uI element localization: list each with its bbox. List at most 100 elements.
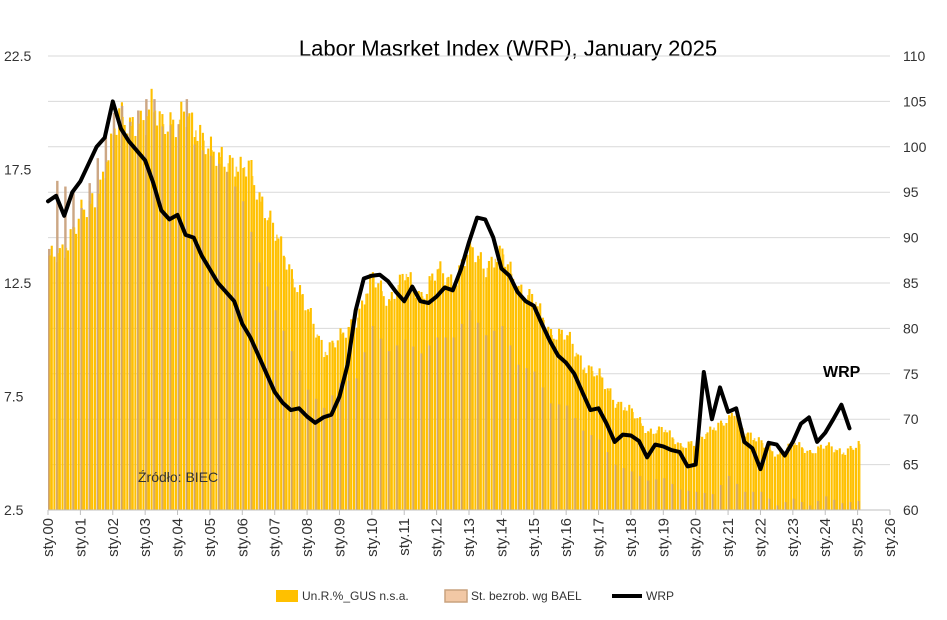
gus-bar [741, 428, 744, 510]
gus-bar [89, 203, 92, 510]
gus-bar [101, 171, 105, 511]
gus-bar [672, 438, 675, 510]
gus-bar [701, 436, 704, 510]
gus-bar [474, 262, 477, 510]
gus-bar [325, 355, 329, 510]
gus-bar [409, 272, 412, 510]
bael-bar [606, 452, 610, 510]
bael-bar [218, 163, 221, 510]
bael-bar [558, 404, 561, 510]
gus-bar [191, 112, 194, 510]
gus-bar [178, 119, 181, 511]
gus-bar [57, 253, 60, 510]
bael-bar [728, 475, 731, 510]
gus-bar [182, 111, 186, 510]
gus-bar [486, 267, 489, 510]
bael-bar [428, 345, 431, 510]
gus-bar [439, 261, 442, 510]
bael-bar [436, 337, 440, 510]
bael-bar [517, 364, 521, 510]
gus-bar [849, 445, 852, 510]
gus-bar [389, 300, 392, 510]
gus-bar [405, 273, 408, 510]
gus-bar [450, 274, 453, 510]
bael-bar [841, 503, 844, 510]
wrp-series-label: WRP [823, 364, 861, 381]
bael-bar [379, 338, 383, 510]
x-tick-label: sty.15 [526, 518, 543, 557]
bael-bar [169, 125, 172, 511]
gus-bar [822, 448, 825, 510]
gus-bar [423, 298, 426, 510]
gus-bar [243, 166, 246, 510]
bael-bar [533, 371, 537, 510]
x-tick-label: sty.01 [72, 518, 89, 557]
gus-bar [361, 300, 364, 510]
gus-bar [393, 298, 396, 510]
gus-bar [728, 415, 731, 510]
gus-bar [348, 327, 351, 510]
gus-bar [706, 432, 709, 510]
gus-bar [309, 308, 312, 510]
gus-bar [591, 370, 594, 510]
bael-bar [298, 370, 302, 510]
gus-bar [366, 293, 369, 510]
bael-bar [792, 498, 796, 510]
x-tick-label: sty.18 [623, 518, 640, 557]
gus-bar [385, 305, 388, 510]
bael-bar [566, 405, 569, 510]
bael-bar [857, 500, 861, 510]
bael-bar [711, 494, 715, 510]
gus-bar [817, 446, 820, 510]
gus-bar [263, 218, 267, 510]
gus-bar [336, 340, 339, 510]
gus-bar [155, 125, 159, 511]
gus-bar [616, 403, 618, 510]
gus-bar [690, 441, 693, 510]
gus-bar [350, 319, 353, 510]
gus-bar [539, 303, 542, 510]
gus-bar [196, 140, 199, 510]
gus-bar [415, 297, 418, 510]
x-tick-label: sty.24 [817, 518, 834, 557]
bael-bar [509, 345, 512, 510]
bael-bar [598, 439, 601, 510]
gus-bar [844, 454, 847, 510]
bael-bar [80, 208, 83, 510]
gus-bar [854, 447, 858, 510]
gus-bar [172, 119, 175, 510]
gus-bar [687, 441, 690, 510]
gus-bar [280, 236, 283, 510]
gus-bar [490, 256, 493, 510]
bael-bar [96, 158, 100, 510]
gus-bar [583, 367, 586, 510]
bael-bar [307, 389, 310, 510]
gus-bar [83, 209, 86, 511]
gus-bar [123, 124, 126, 510]
gus-bar [601, 377, 604, 510]
gus-bar [652, 433, 655, 510]
gus-bar [433, 280, 437, 510]
gus-bar [657, 426, 661, 510]
gus-bar [765, 447, 768, 510]
bael-bar [112, 112, 116, 510]
gus-bar [749, 432, 752, 510]
gus-bar [656, 430, 659, 510]
gus-bar [235, 166, 238, 510]
gus-bar [454, 281, 456, 510]
gus-bar [818, 447, 821, 510]
bael-bar [331, 395, 334, 510]
left-axis: 2.5 7.5 12.5 17.5 22.5 [4, 48, 31, 518]
gus-bar [543, 320, 545, 510]
bael-bar [784, 502, 788, 510]
gus-bar [757, 437, 760, 510]
gus-bar [284, 257, 286, 510]
gus-bar [709, 426, 712, 510]
gus-bar [446, 277, 448, 510]
gus-bar [332, 342, 335, 510]
gus-bar [733, 415, 736, 510]
gus-bar [429, 280, 432, 510]
gus-bar [836, 450, 839, 510]
gus-bar [782, 452, 785, 510]
gus-bar [328, 342, 331, 510]
